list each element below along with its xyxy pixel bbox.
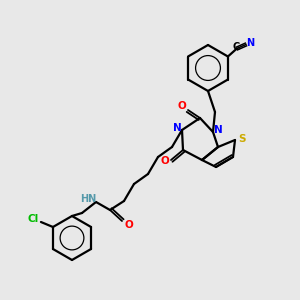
Text: Cl: Cl <box>27 214 39 224</box>
Text: N: N <box>246 38 254 47</box>
Text: N: N <box>214 125 222 135</box>
Text: C: C <box>232 41 239 52</box>
Text: O: O <box>124 220 134 230</box>
Text: O: O <box>160 156 169 166</box>
Text: N: N <box>172 123 182 133</box>
Text: S: S <box>238 134 246 144</box>
Text: O: O <box>178 101 186 111</box>
Text: HN: HN <box>80 194 96 204</box>
